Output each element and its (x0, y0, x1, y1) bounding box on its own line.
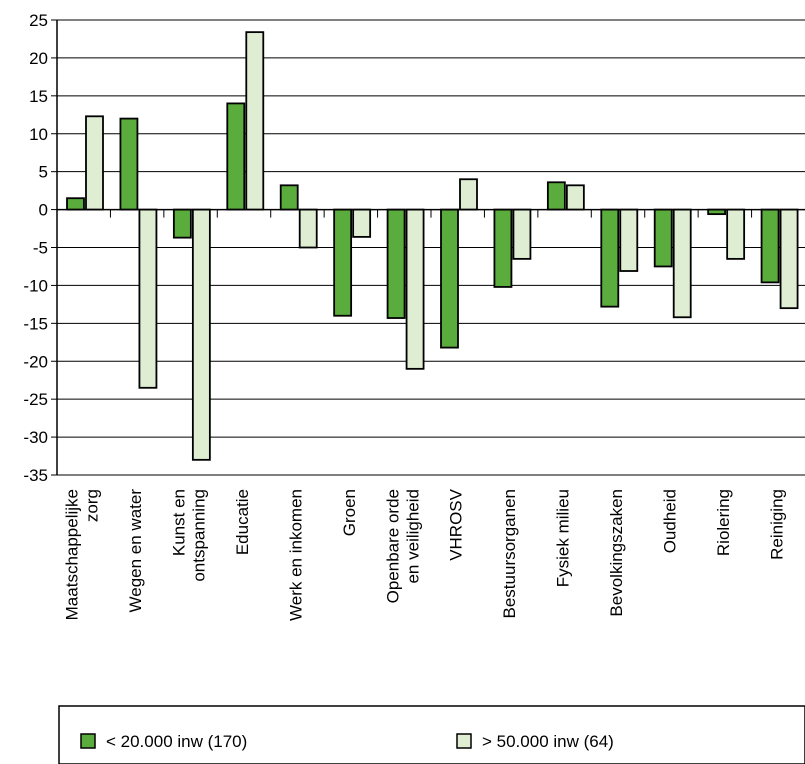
category-label-line: Reiniging (767, 489, 786, 560)
category-label: Groen (340, 489, 359, 536)
bar-series-1 (546, 181, 566, 211)
category-label-line: Riolering (714, 489, 733, 556)
y-tick-label: -30 (23, 428, 48, 447)
bar-series-1 (440, 208, 459, 349)
category-label-line: Bestuursorganen (500, 489, 519, 618)
y-tick-label: -15 (23, 314, 48, 333)
bar-series-2 (191, 208, 211, 461)
category-label-line: Maatschappelijke (63, 489, 82, 620)
bar-series-2 (138, 208, 158, 389)
y-tick-label: -5 (33, 239, 48, 258)
bar-series-1 (279, 184, 299, 211)
bar-series-2 (85, 115, 104, 211)
category-label-line: zorg (83, 489, 102, 522)
legend-box (58, 705, 805, 764)
category-label: Kunst en ontspanning (170, 489, 209, 582)
y-tick-label: -10 (23, 276, 48, 295)
category-label: Bestuursorganen (500, 489, 519, 618)
bar-series-1 (386, 208, 406, 319)
category-label-line: ontspanning (190, 489, 209, 582)
y-tick-label: 0 (39, 201, 48, 220)
y-tick-label: 20 (29, 49, 48, 68)
category-label: Educatie (233, 489, 252, 555)
bar-series-2 (672, 208, 692, 319)
bar-series-1 (226, 102, 246, 211)
bar-series-2 (512, 208, 532, 260)
legend-label: < 20.000 inw (170) (106, 732, 247, 751)
bar-series-1 (600, 208, 620, 308)
category-label: VHROSV (447, 488, 466, 560)
x-axis-labels: Maatschappelijke zorg Wegen en water Kunst … (63, 488, 787, 621)
gridlines (57, 19, 805, 476)
category-label: Oudheid (660, 489, 679, 553)
y-tick-label: -35 (23, 466, 48, 485)
bar-series-1 (653, 208, 673, 268)
category-label-line: Wegen en water (126, 489, 145, 613)
bar-series-2 (352, 208, 372, 238)
axes (56, 20, 805, 475)
category-label-line: Educatie (233, 489, 252, 555)
category-label-line: Kunst en (170, 489, 189, 556)
bar-series-2 (726, 208, 746, 260)
legend-swatch (456, 733, 472, 749)
category-label: Openbare orde en veiligheid (383, 489, 422, 603)
bar-series-2 (459, 178, 478, 211)
category-label-line: Bevolkingszaken (607, 489, 626, 617)
y-tick-label: 10 (29, 125, 48, 144)
category-label: Maatschappelijke zorg (63, 489, 102, 620)
y-tick-label: 5 (39, 163, 48, 182)
category-label: Fysiek milieu (554, 489, 573, 587)
category-label-line: Fysiek milieu (554, 489, 573, 587)
bar-series-1 (493, 208, 513, 288)
bar-series-2 (298, 208, 318, 249)
bar-series-2 (619, 208, 639, 272)
bar-series-2 (779, 208, 799, 310)
category-label: Bevolkingszaken (607, 489, 626, 617)
legend-label: > 50.000 inw (64) (482, 732, 614, 751)
bar-series-2 (565, 184, 585, 211)
y-tick-label: -20 (23, 352, 48, 371)
y-tick-label: -25 (23, 390, 48, 409)
y-tick-label: 15 (29, 87, 48, 106)
category-label: Werk en inkomen (286, 489, 305, 621)
bar-series-1 (760, 208, 780, 284)
bar-series-1 (333, 208, 353, 317)
category-label-line: Oudheid (660, 489, 679, 553)
y-axis-ticks: 25 20 15 10 5 0 -5 -10 -15 -20 -25 -30 -35 (23, 11, 57, 485)
legend: < 20.000 inw (170) > 50.000 inw (64) (58, 705, 805, 764)
bar-series-2 (245, 31, 265, 211)
category-label: Riolering (714, 489, 733, 556)
y-tick-label: 25 (29, 11, 48, 30)
category-label-line: en veiligheid (403, 489, 422, 584)
legend-swatch (80, 733, 96, 749)
category-label-line: VHROSV (447, 488, 466, 560)
bar-series-1 (172, 208, 192, 239)
bar-series-2 (405, 208, 425, 370)
category-label-line: Werk en inkomen (286, 489, 305, 621)
category-label: Wegen en water (126, 489, 145, 613)
category-label-line: Openbare orde (383, 489, 402, 603)
category-label-line: Groen (340, 489, 359, 536)
category-label: Reiniging (767, 489, 786, 560)
bar-series-1 (66, 197, 85, 211)
bar-series-1 (119, 117, 139, 211)
bars (66, 31, 799, 461)
